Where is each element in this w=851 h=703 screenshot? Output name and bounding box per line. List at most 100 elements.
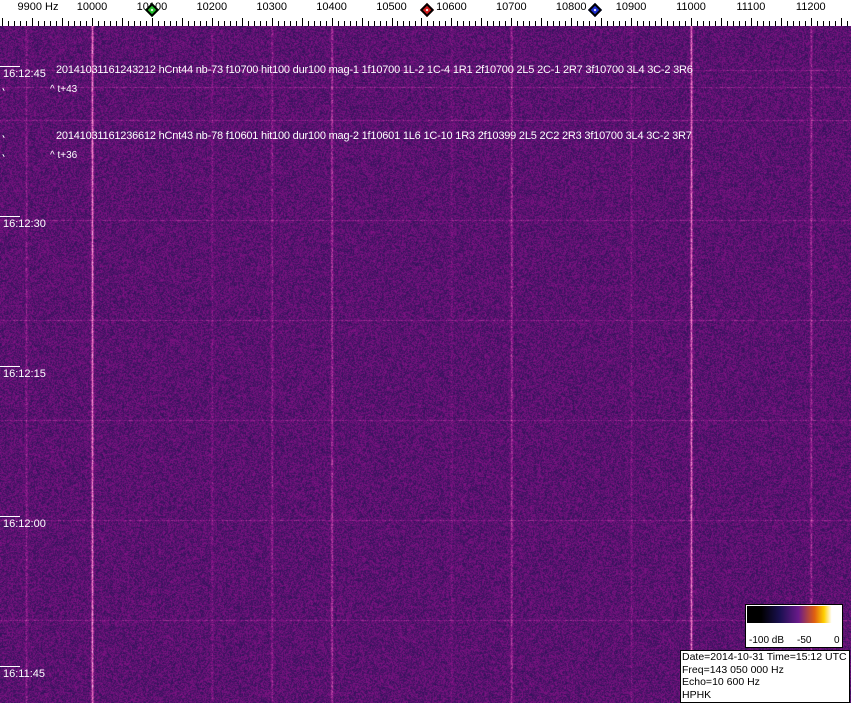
ruler-tick xyxy=(733,21,734,26)
ruler-tick xyxy=(26,21,27,26)
info-station: HPHK xyxy=(682,688,712,701)
ruler-tick xyxy=(374,21,375,26)
ruler-tick-label: 10800 xyxy=(555,1,587,13)
scale-min: -100 dB xyxy=(749,635,785,646)
ruler-tick xyxy=(763,21,764,26)
ruler-tick xyxy=(655,21,656,26)
ruler-tick xyxy=(44,21,45,26)
ruler-tick xyxy=(793,21,794,26)
ruler-tick xyxy=(170,21,171,26)
ruler-tick xyxy=(344,21,345,26)
ruler-tick xyxy=(475,21,476,26)
ruler-tick xyxy=(380,21,381,26)
ruler-tick-label: 11200 xyxy=(795,1,826,13)
ruler-tick xyxy=(224,21,225,26)
ruler-tick xyxy=(565,21,566,26)
ruler-tick xyxy=(781,18,782,26)
ruler-tick xyxy=(505,21,506,26)
ruler-tick xyxy=(481,18,482,26)
ruler-tick xyxy=(709,21,710,26)
ruler-tick xyxy=(50,21,51,26)
ruler-tick xyxy=(272,18,273,26)
ruler-tick xyxy=(439,21,440,26)
ruler-tick xyxy=(769,21,770,26)
ruler-tick xyxy=(607,21,608,26)
ruler-tick xyxy=(386,21,387,26)
ruler-tick xyxy=(356,21,357,26)
ruler-tick xyxy=(685,21,686,26)
ruler-tick xyxy=(571,18,572,26)
ruler-tick xyxy=(673,21,674,26)
ruler-tick xyxy=(493,21,494,26)
frequency-marker[interactable] xyxy=(588,2,603,18)
ruler-tick xyxy=(8,21,9,26)
ruler-tick xyxy=(805,21,806,26)
frequency-marker[interactable] xyxy=(420,2,435,18)
time-label: 16:12:15 xyxy=(0,366,46,380)
ruler-tick xyxy=(92,18,93,26)
ruler-tick xyxy=(242,18,243,26)
ruler-tick xyxy=(332,18,333,26)
ruler-tick xyxy=(62,18,63,26)
ruler-tick xyxy=(158,21,159,26)
ruler-tick xyxy=(775,21,776,26)
ruler-tick xyxy=(487,21,488,26)
ruler-tick xyxy=(703,21,704,26)
ruler-tick xyxy=(601,18,602,26)
ruler-tick xyxy=(128,21,129,26)
frequency-ruler: 9900 Hz 10000101001020010300104001050010… xyxy=(0,0,851,26)
ruler-tick xyxy=(643,21,644,26)
ruler-tick xyxy=(314,21,315,26)
ruler-unit-label: 9900 Hz xyxy=(17,1,59,13)
color-gradient xyxy=(747,606,841,623)
ruler-tick xyxy=(2,18,3,26)
waterfall-display[interactable] xyxy=(0,26,851,703)
ruler-tick xyxy=(631,18,632,26)
ruler-tick xyxy=(308,21,309,26)
ruler-tick xyxy=(110,21,111,26)
ruler-tick xyxy=(637,21,638,26)
ruler-tick xyxy=(338,21,339,26)
time-label: 16:12:30 xyxy=(0,216,46,230)
ruler-tick xyxy=(619,21,620,26)
info-echo: Echo=10 600 Hz xyxy=(682,676,760,688)
ruler-tick xyxy=(397,21,398,26)
ruler-tick-label: 11100 xyxy=(736,1,766,13)
ruler-tick-label: 10900 xyxy=(615,1,647,13)
scale-mid: -50 xyxy=(797,635,812,646)
ruler-tick xyxy=(152,18,153,26)
ruler-tick-label: 10400 xyxy=(316,1,347,13)
ruler-tick xyxy=(80,21,81,26)
ruler-tick xyxy=(284,21,285,26)
ruler-tick xyxy=(32,18,33,26)
detection-text: 20141031161243212 hCnt44 nb-73 f10700 hi… xyxy=(56,64,693,76)
detection-offset: ^ t+43 xyxy=(50,84,78,95)
ruler-tick xyxy=(829,21,830,26)
ruler-tick xyxy=(194,21,195,26)
ruler-tick xyxy=(721,18,722,26)
ruler-tick xyxy=(691,18,692,26)
ruler-tick xyxy=(547,21,548,26)
ruler-tick xyxy=(254,21,255,26)
ruler-tick xyxy=(68,21,69,26)
ruler-tick xyxy=(595,21,596,26)
ruler-tick xyxy=(613,21,614,26)
ruler-tick xyxy=(511,18,512,26)
ruler-tick xyxy=(451,18,452,26)
ruler-tick xyxy=(697,21,698,26)
ruler-tick xyxy=(212,18,213,26)
ruler-tick xyxy=(368,21,369,26)
ruler-tick xyxy=(649,21,650,26)
ruler-tick xyxy=(517,21,518,26)
ruler-tick xyxy=(835,21,836,26)
ruler-tick xyxy=(218,21,219,26)
ruler-tick xyxy=(122,18,123,26)
ruler-tick xyxy=(445,21,446,26)
ruler-tick xyxy=(625,21,626,26)
ruler-tick xyxy=(553,21,554,26)
ruler-tick xyxy=(751,18,752,26)
ruler-tick xyxy=(140,21,141,26)
ruler-tick xyxy=(104,21,105,26)
ruler-tick xyxy=(847,21,848,26)
